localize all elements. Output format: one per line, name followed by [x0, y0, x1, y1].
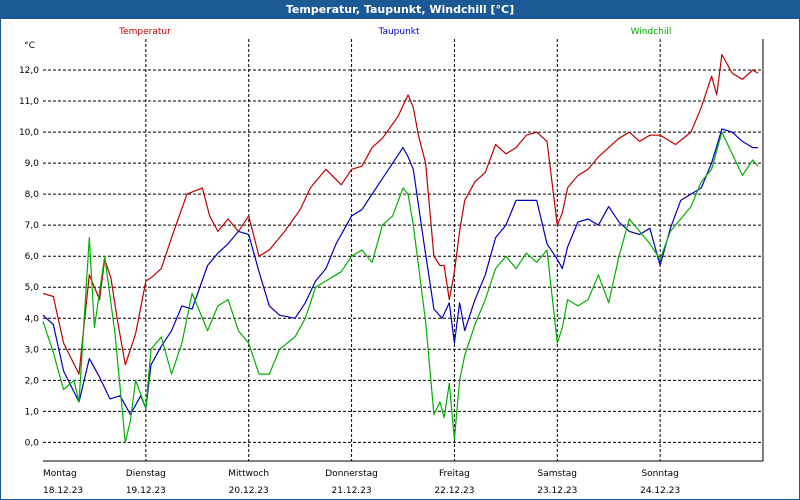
- x-tick-date-label: 22.12.23: [434, 486, 474, 496]
- legend-entry: Windchill: [631, 27, 672, 37]
- y-tick-label: 9,0: [25, 159, 40, 169]
- x-tick-date-label: 23.12.23: [537, 486, 577, 496]
- x-tick-day-label: Freitag: [439, 469, 470, 479]
- series-line-taupunkt: [42, 128, 758, 416]
- y-tick-label: 10,0: [19, 128, 39, 138]
- y-tick-label: 2,0: [25, 376, 40, 386]
- legend-entry: Temperatur: [118, 27, 171, 37]
- x-tick-date-label: 24.12.23: [640, 486, 680, 496]
- x-tick-day-label: Dienstag: [126, 469, 166, 479]
- y-tick-label: 6,0: [25, 252, 40, 262]
- y-tick-label: 8,0: [25, 190, 40, 200]
- y-tick-label: 12,0: [19, 66, 39, 76]
- x-tick-date-label: 21.12.23: [332, 486, 372, 496]
- x-tick-day-label: Mittwoch: [228, 469, 269, 479]
- y-tick-label: 0,0: [25, 438, 40, 448]
- x-tick-day-label: Donnerstag: [325, 469, 378, 479]
- y-tick-label: 4,0: [25, 314, 40, 324]
- series-line-temperatur: [42, 53, 759, 375]
- window-title: Temperatur, Taupunkt, Windchill [°C]: [1, 1, 799, 19]
- y-tick-label: 1,0: [25, 407, 40, 417]
- x-tick-date-label: 19.12.23: [126, 486, 166, 496]
- y-tick-label: 7,0: [25, 221, 40, 231]
- y-axis-label: °C: [24, 41, 35, 51]
- x-tick-date-label: 18.12.23: [43, 486, 83, 496]
- y-tick-label: 3,0: [25, 345, 40, 355]
- y-tick-label: 5,0: [25, 283, 40, 293]
- x-tick-day-label: Sonntag: [641, 469, 678, 479]
- x-tick-day-label: Samstag: [538, 469, 577, 479]
- x-tick-day-label: Montag: [43, 469, 77, 479]
- series-line-windchill: [42, 131, 759, 443]
- x-tick-date-label: 20.12.23: [229, 486, 269, 496]
- y-tick-label: 11,0: [19, 97, 39, 107]
- legend-entry: Taupunkt: [377, 27, 420, 37]
